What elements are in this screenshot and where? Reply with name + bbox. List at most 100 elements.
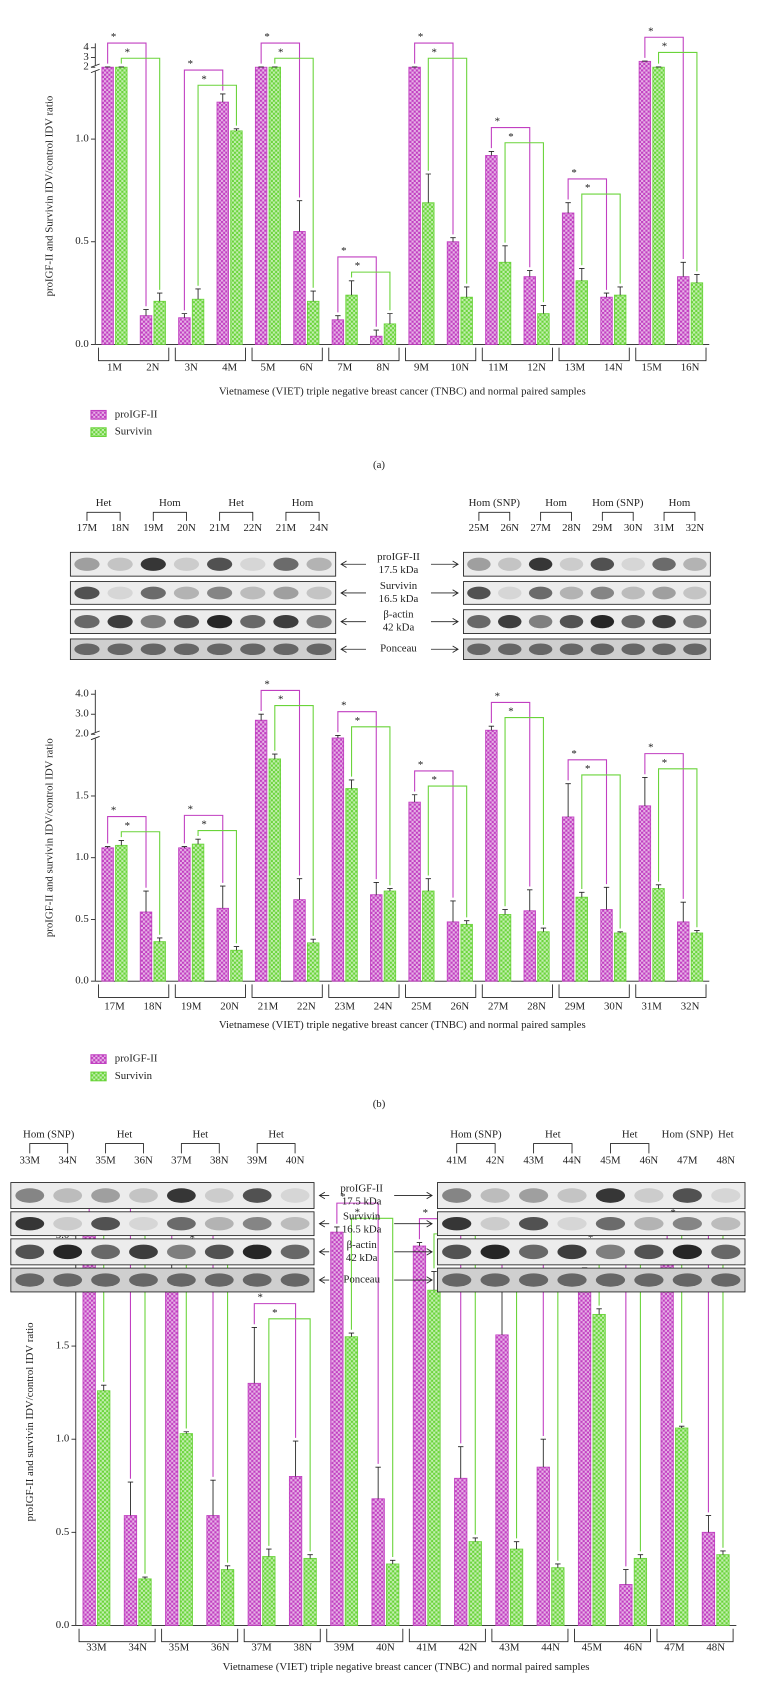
lane-label: 18N bbox=[111, 522, 130, 534]
error-bar bbox=[307, 1554, 313, 1559]
error-bar bbox=[499, 1287, 505, 1335]
bar bbox=[216, 907, 229, 982]
blot-band bbox=[15, 1217, 45, 1231]
blot-band bbox=[242, 1217, 272, 1231]
group-label: Hom (SNP) bbox=[469, 497, 521, 509]
significance-bracket bbox=[183, 69, 224, 311]
pair-box bbox=[98, 347, 170, 362]
group-bracket bbox=[86, 511, 121, 521]
legend-label: proIGF-II bbox=[115, 1053, 158, 1065]
blot-band bbox=[15, 1188, 45, 1203]
pair-box bbox=[481, 347, 553, 362]
y-tick-label: 1.0 bbox=[75, 851, 89, 863]
significance-bracket bbox=[107, 816, 147, 888]
bar bbox=[551, 1567, 565, 1626]
error-bar bbox=[450, 900, 456, 922]
group-label: Hom (SNP) bbox=[662, 1128, 714, 1140]
bar bbox=[191, 298, 205, 345]
bar bbox=[422, 202, 435, 345]
significance-mark: * bbox=[190, 1232, 195, 1244]
error-bar bbox=[425, 878, 432, 892]
lane-label: 47M bbox=[677, 1154, 698, 1166]
lane-label: 25M bbox=[469, 522, 490, 534]
lane-label: 22N bbox=[243, 522, 262, 534]
blot-band bbox=[129, 1188, 158, 1203]
error-bar bbox=[348, 280, 355, 296]
significance-bracket bbox=[337, 256, 377, 327]
pair-box bbox=[98, 984, 170, 998]
significance-mark: * bbox=[432, 774, 437, 786]
significance-mark: * bbox=[571, 167, 576, 179]
bar bbox=[537, 931, 550, 982]
blot-band bbox=[173, 614, 200, 629]
y-tick-label: 4.0 bbox=[75, 688, 89, 700]
blot-band bbox=[242, 1273, 272, 1287]
blot-band bbox=[242, 1244, 272, 1260]
blot-band bbox=[53, 1217, 83, 1231]
blot-band bbox=[595, 1244, 626, 1260]
x-tick-label: 9M bbox=[414, 362, 429, 374]
x-tick-label: 11M bbox=[488, 362, 508, 374]
error-bar bbox=[292, 1440, 299, 1477]
blot-band bbox=[306, 643, 332, 656]
bar bbox=[412, 1245, 427, 1626]
x-tick-label: 31M bbox=[641, 1001, 662, 1013]
significance-bracket bbox=[120, 57, 161, 290]
blot-strip bbox=[10, 1267, 315, 1293]
error-bar bbox=[127, 1481, 134, 1516]
bar bbox=[303, 1557, 317, 1626]
lane-label: 40N bbox=[286, 1154, 305, 1166]
significance-mark: * bbox=[648, 742, 653, 754]
lane-label: 37M bbox=[171, 1154, 192, 1166]
pair-box bbox=[635, 347, 707, 362]
pair-box bbox=[405, 984, 477, 998]
bar bbox=[485, 729, 498, 982]
row-label: Survivin bbox=[380, 580, 418, 592]
group-bracket bbox=[180, 1143, 220, 1154]
blot-band bbox=[129, 1273, 158, 1287]
blot-band bbox=[280, 1273, 310, 1287]
pair-box bbox=[574, 1628, 651, 1643]
x-tick-label: 20N bbox=[220, 1001, 239, 1013]
lane-label: 36N bbox=[134, 1154, 153, 1166]
bar bbox=[345, 294, 358, 345]
blot-band bbox=[559, 586, 584, 600]
row-label: 17.5 kDa bbox=[379, 564, 419, 576]
lane-label: 42N bbox=[486, 1154, 505, 1166]
blot-band bbox=[634, 1217, 664, 1231]
error-bar bbox=[373, 881, 379, 895]
blot-band bbox=[166, 1244, 196, 1260]
pair-box bbox=[174, 347, 246, 362]
error-bar bbox=[375, 1466, 381, 1499]
bar bbox=[523, 910, 536, 982]
significance-mark: * bbox=[508, 131, 513, 143]
error-bar bbox=[527, 270, 533, 277]
group-label: Het bbox=[193, 1128, 209, 1140]
y-tick-label: 0.0 bbox=[75, 975, 89, 987]
significance-bracket bbox=[581, 774, 621, 929]
bar bbox=[633, 1557, 648, 1626]
bar bbox=[408, 801, 421, 982]
error-bar bbox=[142, 1576, 148, 1579]
y-tick-label: 0.0 bbox=[56, 1619, 70, 1631]
x-tick-label: 26N bbox=[451, 1001, 470, 1013]
blot-band bbox=[518, 1273, 549, 1287]
pair-box bbox=[326, 1628, 404, 1643]
arrow-left bbox=[340, 618, 367, 626]
bar bbox=[652, 888, 665, 982]
bar bbox=[262, 1556, 276, 1626]
y-tick-label: 0.0 bbox=[75, 338, 89, 350]
x-tick-label: 24N bbox=[374, 1001, 393, 1013]
significance-mark: * bbox=[201, 73, 206, 85]
pair-box bbox=[558, 984, 630, 998]
group-bracket bbox=[29, 1143, 69, 1154]
error-bar bbox=[617, 286, 623, 296]
significance-mark: * bbox=[340, 1191, 345, 1203]
significance-bracket bbox=[644, 36, 684, 260]
significance-mark: * bbox=[418, 31, 423, 43]
bar bbox=[371, 1498, 385, 1626]
error-bar bbox=[720, 1550, 726, 1555]
bar bbox=[330, 1231, 344, 1626]
bar bbox=[460, 923, 473, 982]
